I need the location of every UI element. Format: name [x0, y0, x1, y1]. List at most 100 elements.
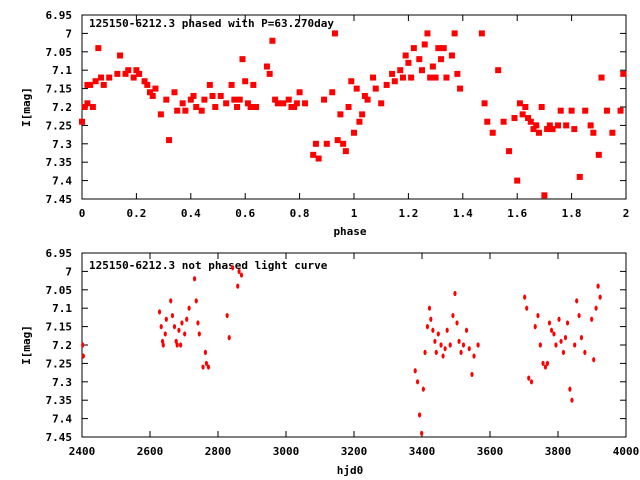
data-point	[568, 386, 572, 392]
y-tick-label: 7.45	[46, 193, 73, 206]
y-tick-label: 7.2	[52, 101, 72, 114]
data-point	[161, 342, 165, 348]
data-point	[440, 45, 447, 52]
data-point	[454, 70, 461, 77]
data-point	[561, 349, 566, 355]
data-point	[451, 30, 458, 37]
data-point	[225, 312, 229, 319]
data-point	[421, 386, 425, 392]
data-point	[391, 78, 398, 85]
data-point	[546, 122, 553, 129]
data-point	[203, 349, 208, 355]
data-point	[361, 92, 368, 99]
data-point	[172, 324, 177, 330]
data-point	[476, 342, 480, 348]
phased-light-curve-panel: 125150-6212.3 phased with P=63.270day ph…	[20, 9, 629, 238]
data-point	[423, 349, 427, 355]
data-point	[345, 104, 352, 110]
data-point	[545, 360, 550, 366]
data-point	[541, 360, 545, 366]
data-point	[419, 67, 425, 74]
y-tick-label: 7.1	[52, 64, 72, 77]
data-point	[435, 45, 442, 52]
data-point	[554, 342, 558, 348]
data-point	[563, 335, 568, 341]
y-tick-label: 7	[65, 265, 72, 278]
data-point	[236, 96, 243, 103]
data-point	[204, 360, 209, 366]
x-tick-label: 1.4	[453, 207, 473, 220]
data-point	[481, 100, 488, 107]
data-point	[583, 349, 587, 355]
data-point	[565, 320, 570, 326]
data-point	[185, 316, 189, 322]
data-point	[439, 342, 443, 348]
data-point	[81, 342, 85, 348]
data-point	[170, 312, 175, 319]
y-tick-label: 6.95	[46, 9, 73, 22]
data-point	[472, 353, 476, 359]
data-point	[353, 85, 360, 92]
data-point	[242, 78, 249, 85]
data-point	[541, 192, 548, 199]
data-point	[427, 74, 434, 81]
y-tick-label: 7.2	[52, 339, 72, 352]
data-point	[575, 298, 579, 304]
data-point	[253, 104, 260, 110]
data-point	[182, 107, 189, 114]
data-point	[596, 283, 600, 289]
data-point	[402, 52, 409, 59]
data-point	[187, 305, 191, 311]
data-point	[389, 70, 396, 77]
data-point	[329, 89, 336, 96]
data-point	[399, 74, 406, 81]
data-point	[312, 140, 319, 147]
data-point	[149, 92, 156, 99]
data-point	[331, 30, 338, 37]
data-point	[557, 107, 564, 114]
data-point	[478, 30, 485, 37]
data-point	[79, 118, 85, 125]
y-tick-label: 7.25	[46, 357, 73, 370]
data-point	[177, 327, 181, 333]
data-point	[125, 67, 132, 74]
x-tick-label: 0.4	[181, 207, 201, 220]
data-point	[166, 137, 173, 144]
x-tick-label: 0	[79, 207, 86, 220]
data-point	[98, 74, 105, 81]
data-point	[418, 412, 422, 418]
data-point	[81, 353, 85, 359]
data-point	[603, 107, 610, 114]
data-point	[359, 111, 366, 118]
data-point	[443, 346, 447, 352]
data-point	[130, 74, 137, 81]
data-point	[198, 107, 205, 114]
y-tick-label: 7	[65, 27, 72, 40]
data-point	[348, 78, 355, 85]
data-point	[280, 100, 287, 107]
data-point	[425, 324, 430, 330]
data-point	[527, 375, 531, 381]
axis-ticks: 0 0.2 0.4 0.6 0.8 1 1.2 1.4 1.6 1.8 2 6.95 7 7.05 7.1 7…	[46, 9, 630, 220]
data-point	[453, 290, 457, 297]
data-point	[179, 342, 183, 348]
data-point	[451, 312, 455, 319]
data-point	[293, 100, 300, 107]
data-point	[169, 298, 173, 304]
data-point	[523, 294, 527, 300]
data-point	[547, 320, 552, 326]
data-point	[443, 74, 450, 81]
data-point	[269, 37, 276, 44]
data-point	[159, 324, 163, 330]
data-point	[234, 104, 241, 110]
data-point	[383, 81, 390, 88]
data-point	[263, 63, 270, 70]
data-point	[563, 122, 570, 129]
data-point	[239, 272, 244, 278]
x-tick-label: 0.2	[126, 207, 146, 220]
data-point	[598, 294, 602, 300]
y-tick-label: 6.95	[46, 247, 73, 260]
x-tick-label: 1	[351, 207, 358, 220]
data-point	[457, 338, 461, 344]
